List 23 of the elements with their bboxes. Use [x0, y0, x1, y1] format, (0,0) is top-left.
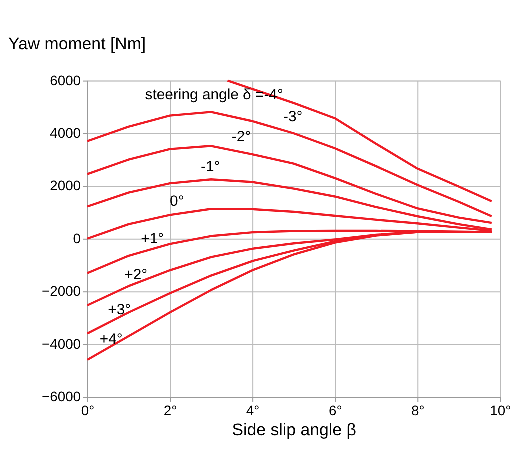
y-axis-title: Yaw moment [Nm]: [8, 34, 146, 54]
y-tick-label: −4000: [42, 336, 82, 352]
x-tick-label: 8°: [411, 402, 425, 418]
series-label: +4°: [100, 332, 123, 348]
y-tick-label: 0: [73, 230, 82, 246]
x-axis-title: Side slip angle β: [232, 420, 357, 440]
x-tick-label: 6°: [328, 402, 342, 418]
series-label: -2°: [232, 129, 252, 146]
y-tick-label: 6000: [50, 72, 82, 88]
x-tick-label: 10°: [490, 402, 512, 418]
x-tick-label: 2°: [164, 402, 178, 418]
x-tick-label: 0°: [81, 402, 95, 418]
y-tick-label: 2000: [50, 178, 82, 194]
y-tick-label: −2000: [42, 283, 82, 300]
series-label: +3°: [108, 302, 132, 318]
series-label: +2°: [124, 267, 148, 284]
series-label: -3°: [284, 110, 303, 126]
y-tick-label: −6000: [42, 388, 82, 404]
x-tick-label: 4°: [246, 402, 260, 418]
y-tick-label: 4000: [50, 124, 82, 141]
series-label: -1°: [200, 160, 220, 176]
series-label: +1°: [141, 232, 164, 248]
series-label: 0°: [170, 194, 184, 210]
